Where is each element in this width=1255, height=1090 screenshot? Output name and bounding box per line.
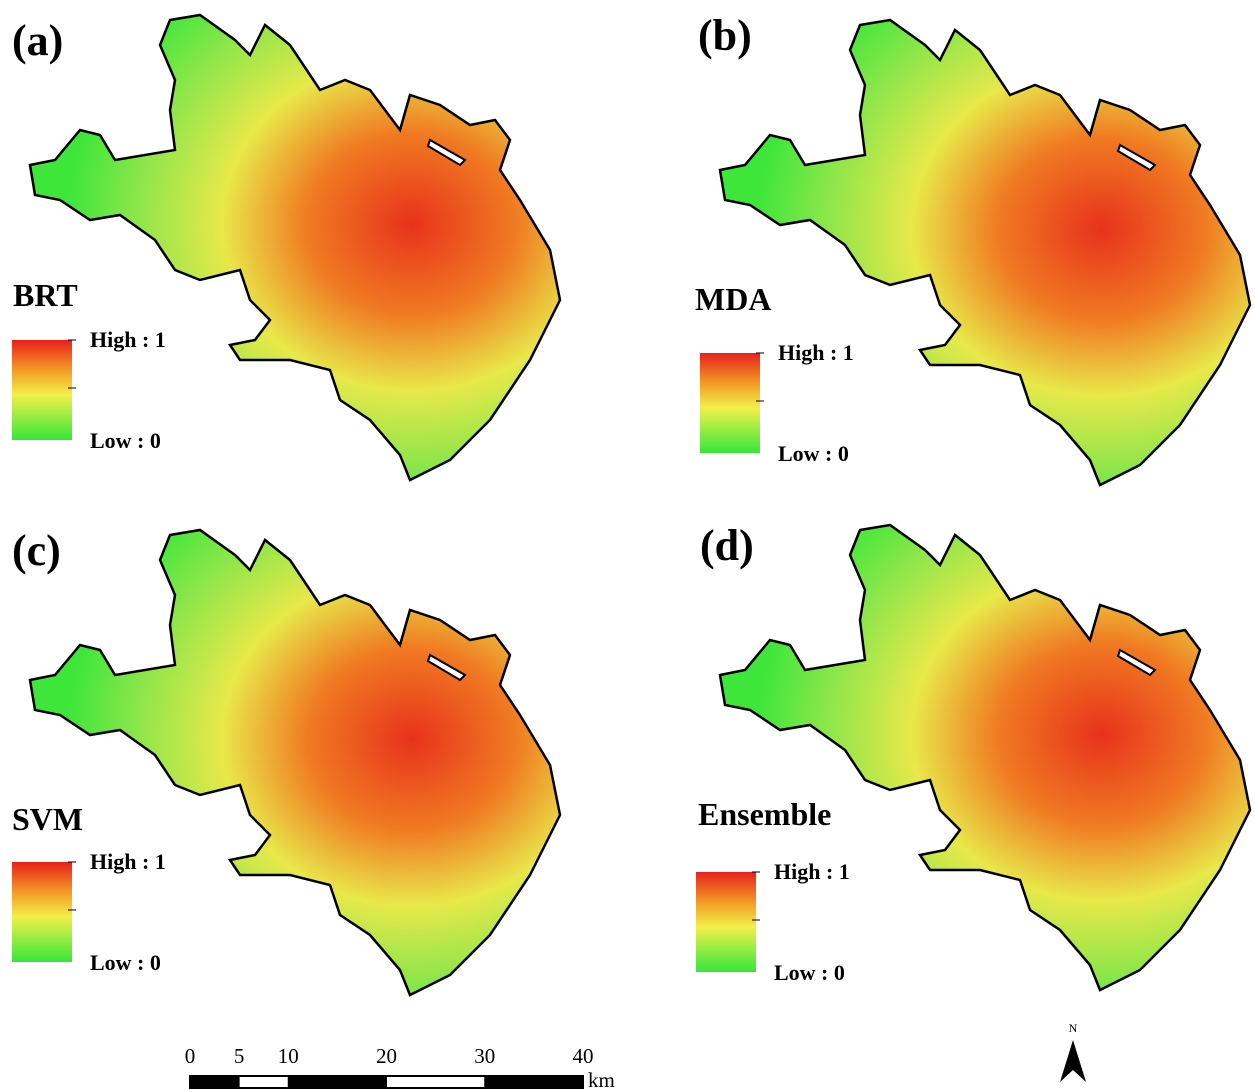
map-panel: (b) MDA High : 1 Low : 0 xyxy=(695,11,1252,487)
legend-high: High : 1 xyxy=(774,859,850,884)
panel-label: (a) xyxy=(12,16,63,65)
study-area-map xyxy=(28,528,562,997)
panel-label: (c) xyxy=(12,526,61,575)
scale-tick-label: 0 xyxy=(185,1044,196,1068)
legend-high: High : 1 xyxy=(90,849,166,874)
scale-tick-label: 20 xyxy=(376,1044,397,1068)
legend-low: Low : 0 xyxy=(90,428,161,453)
legend-low: Low : 0 xyxy=(774,960,845,985)
study-area-map xyxy=(718,18,1252,487)
study-area-map xyxy=(718,523,1252,992)
model-name: Ensemble xyxy=(698,796,831,832)
legend-high: High : 1 xyxy=(778,340,854,365)
scale-tick-label: 30 xyxy=(474,1044,495,1068)
map-panel: (d) Ensemble High : 1 Low : 0 xyxy=(696,521,1252,992)
panel-label: (b) xyxy=(698,11,752,60)
legend-ramp xyxy=(696,872,756,972)
scale-tick-label: 5 xyxy=(234,1044,245,1068)
legend-low: Low : 0 xyxy=(778,441,849,466)
model-name: MDA xyxy=(695,281,771,317)
north-label: N xyxy=(1069,1021,1078,1035)
map-panel: (c) SVM High : 1 Low : 0 xyxy=(12,526,562,997)
scale-tick-label: 40 xyxy=(573,1044,594,1068)
legend-ramp xyxy=(12,340,72,440)
scale-unit: km xyxy=(588,1068,615,1090)
model-name: BRT xyxy=(13,277,78,313)
north-arrow xyxy=(1060,1040,1086,1082)
map-panel: (a) BRT High : 1 Low : 0 xyxy=(12,13,562,482)
scale-segment xyxy=(288,1077,387,1087)
legend-ramp xyxy=(700,353,760,453)
model-name: SVM xyxy=(12,801,83,837)
scale-tick-label: 10 xyxy=(278,1044,299,1068)
scale-segment xyxy=(190,1077,240,1087)
scale-segment xyxy=(484,1077,583,1087)
legend-ramp xyxy=(12,862,72,962)
legend-high: High : 1 xyxy=(90,327,166,352)
panel-label: (d) xyxy=(700,521,754,570)
legend-low: Low : 0 xyxy=(90,950,161,975)
study-area-map xyxy=(28,13,562,482)
